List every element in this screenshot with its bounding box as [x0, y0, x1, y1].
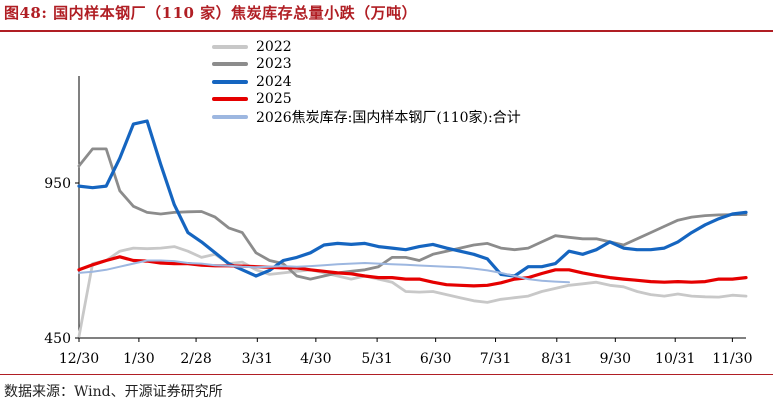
legend-swatch — [212, 79, 248, 84]
legend-swatch — [212, 114, 248, 119]
source-note: 数据来源：Wind、开源证券研究所 — [4, 384, 223, 400]
x-tick-label: 2/28 — [180, 351, 211, 367]
x-tick-label: 5/31 — [361, 351, 392, 367]
legend-swatch — [212, 62, 248, 67]
legend-label: 2026焦炭库存:国内样本钢厂(110家):合计 — [256, 109, 521, 126]
figure-title: 图48: 国内样本钢厂（110 家）焦炭库存总量小跌（万吨） — [4, 4, 418, 22]
legend-item-2025: 2025 — [212, 91, 521, 109]
x-tick-label: 7/31 — [480, 351, 511, 367]
chart-legend: 2022 2023 2024 2025 2026焦炭库存:国内样本钢厂(110家):合计 — [212, 38, 521, 126]
x-tick-label: 9/30 — [600, 351, 631, 367]
x-tick-label: 10/31 — [655, 351, 695, 367]
series-line-2026 — [78, 259, 570, 284]
chart-series — [77, 119, 748, 338]
legend-item-2022: 2022 — [212, 38, 521, 56]
legend-item-2026: 2026焦炭库存:国内样本钢厂(110家):合计 — [212, 108, 521, 126]
legend-label: 2025 — [256, 91, 292, 108]
x-tick-label: 4/30 — [300, 351, 331, 367]
legend-swatch — [212, 44, 248, 49]
y-tick-label: 450 — [44, 331, 71, 347]
legend-swatch — [212, 97, 248, 102]
legend-label: 2022 — [256, 38, 292, 55]
y-tick-label: 950 — [44, 176, 71, 192]
chart-ticks: 450 950 12/30 1/30 2/28 3/31 4/30 5/31 6/30 7/31 8… — [44, 176, 752, 367]
x-tick-label: 11/30 — [712, 351, 752, 367]
series-line-2024 — [77, 119, 748, 278]
top-rule — [0, 30, 773, 32]
x-tick-label: 3/31 — [242, 351, 273, 367]
x-tick-label: 6/30 — [420, 351, 451, 367]
legend-item-2023: 2023 — [212, 56, 521, 74]
line-chart: 450 950 12/30 1/30 2/28 3/31 4/30 5/31 6/30 7/31 8… — [44, 76, 753, 367]
series-line-2023 — [77, 147, 748, 281]
legend-item-2024: 2024 — [212, 73, 521, 91]
x-tick-label: 1/30 — [123, 351, 154, 367]
x-tick-label: 8/31 — [541, 351, 572, 367]
legend-label: 2024 — [256, 73, 292, 90]
x-tick-label: 12/30 — [59, 351, 99, 367]
chart-axes — [78, 76, 746, 339]
bottom-rule — [0, 374, 773, 375]
legend-label: 2023 — [256, 56, 292, 73]
series-line-2022 — [77, 245, 748, 338]
